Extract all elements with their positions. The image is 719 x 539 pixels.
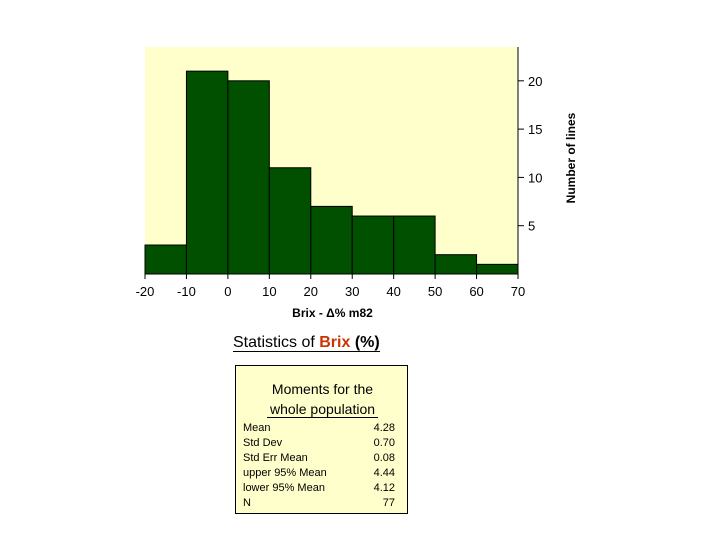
y-tick-label: 15 (528, 122, 542, 137)
x-tick-label: 40 (386, 284, 400, 299)
x-tick-label: 20 (304, 284, 318, 299)
stats-row-label: Mean (243, 422, 271, 434)
x-tick-label: -20 (136, 284, 155, 299)
y-axis-label: Number of lines (564, 112, 578, 203)
stats-row-value: 4.28 (373, 422, 395, 434)
histogram-bar (476, 263, 519, 275)
x-tick-label: 70 (511, 284, 525, 299)
stats-row-label: Std Err Mean (243, 452, 308, 464)
moments-title: Moments for the whole population (236, 379, 409, 419)
histogram-bar (310, 205, 353, 275)
moments-title-line2: whole population (266, 401, 379, 418)
stats-row-label: upper 95% Mean (243, 467, 327, 479)
x-axis-label: Brix - Δ% m82 (292, 306, 373, 320)
stats-row: upper 95% Mean 4.44 (243, 466, 403, 481)
histogram-bar (351, 215, 395, 275)
histogram-bar (185, 70, 229, 275)
y-tick-label: 10 (528, 170, 542, 185)
x-tick-label: 50 (428, 284, 442, 299)
stats-row-label: N (243, 497, 251, 509)
histogram-bar (434, 254, 478, 275)
stats-row-value: 4.12 (373, 482, 395, 494)
histogram-chart: -20 -10 0 10 20 30 40 50 60 70 5 10 15 20 Brix - Δ% … (136, 47, 578, 320)
stats-title-unit: (%) (354, 334, 380, 352)
moments-title-line1: Moments for the (271, 381, 374, 397)
x-tick-label: -10 (177, 284, 196, 299)
stats-row-value: 0.70 (373, 437, 395, 449)
x-tick-label: 30 (345, 284, 359, 299)
histogram-bar (393, 215, 436, 275)
moments-panel: Moments for the whole population Mean 4.2… (235, 365, 408, 514)
moments-table: Mean 4.28 Std Dev 0.70 Std Err Mean 0.08 upper… (243, 421, 403, 511)
x-tick-label: 60 (469, 284, 483, 299)
stats-row-label: lower 95% Mean (243, 482, 325, 494)
stats-row: Mean 4.28 (243, 421, 403, 436)
stats-title: Statistics of Brix (%) (233, 333, 380, 353)
stats-row-value: 77 (382, 497, 395, 509)
x-tick-label: 0 (224, 284, 231, 299)
y-tick-label: 20 (528, 74, 542, 89)
stats-title-prefix: Statistics of (233, 334, 320, 352)
y-tick-label: 5 (528, 219, 535, 234)
histogram-bar (227, 80, 270, 275)
histogram-bar (144, 244, 187, 275)
stats-row: Std Dev 0.70 (243, 436, 403, 451)
histogram-bar (268, 167, 312, 275)
stats-row: Std Err Mean 0.08 (243, 451, 403, 466)
stats-row-value: 4.44 (373, 467, 395, 479)
stats-row: N 77 (243, 496, 403, 511)
stats-row-value: 0.08 (373, 452, 395, 464)
x-tick-label: 10 (262, 284, 276, 299)
stats-row-label: Std Dev (243, 437, 283, 449)
stats-row: lower 95% Mean 4.12 (243, 481, 403, 496)
stats-title-variable: Brix (319, 334, 355, 352)
